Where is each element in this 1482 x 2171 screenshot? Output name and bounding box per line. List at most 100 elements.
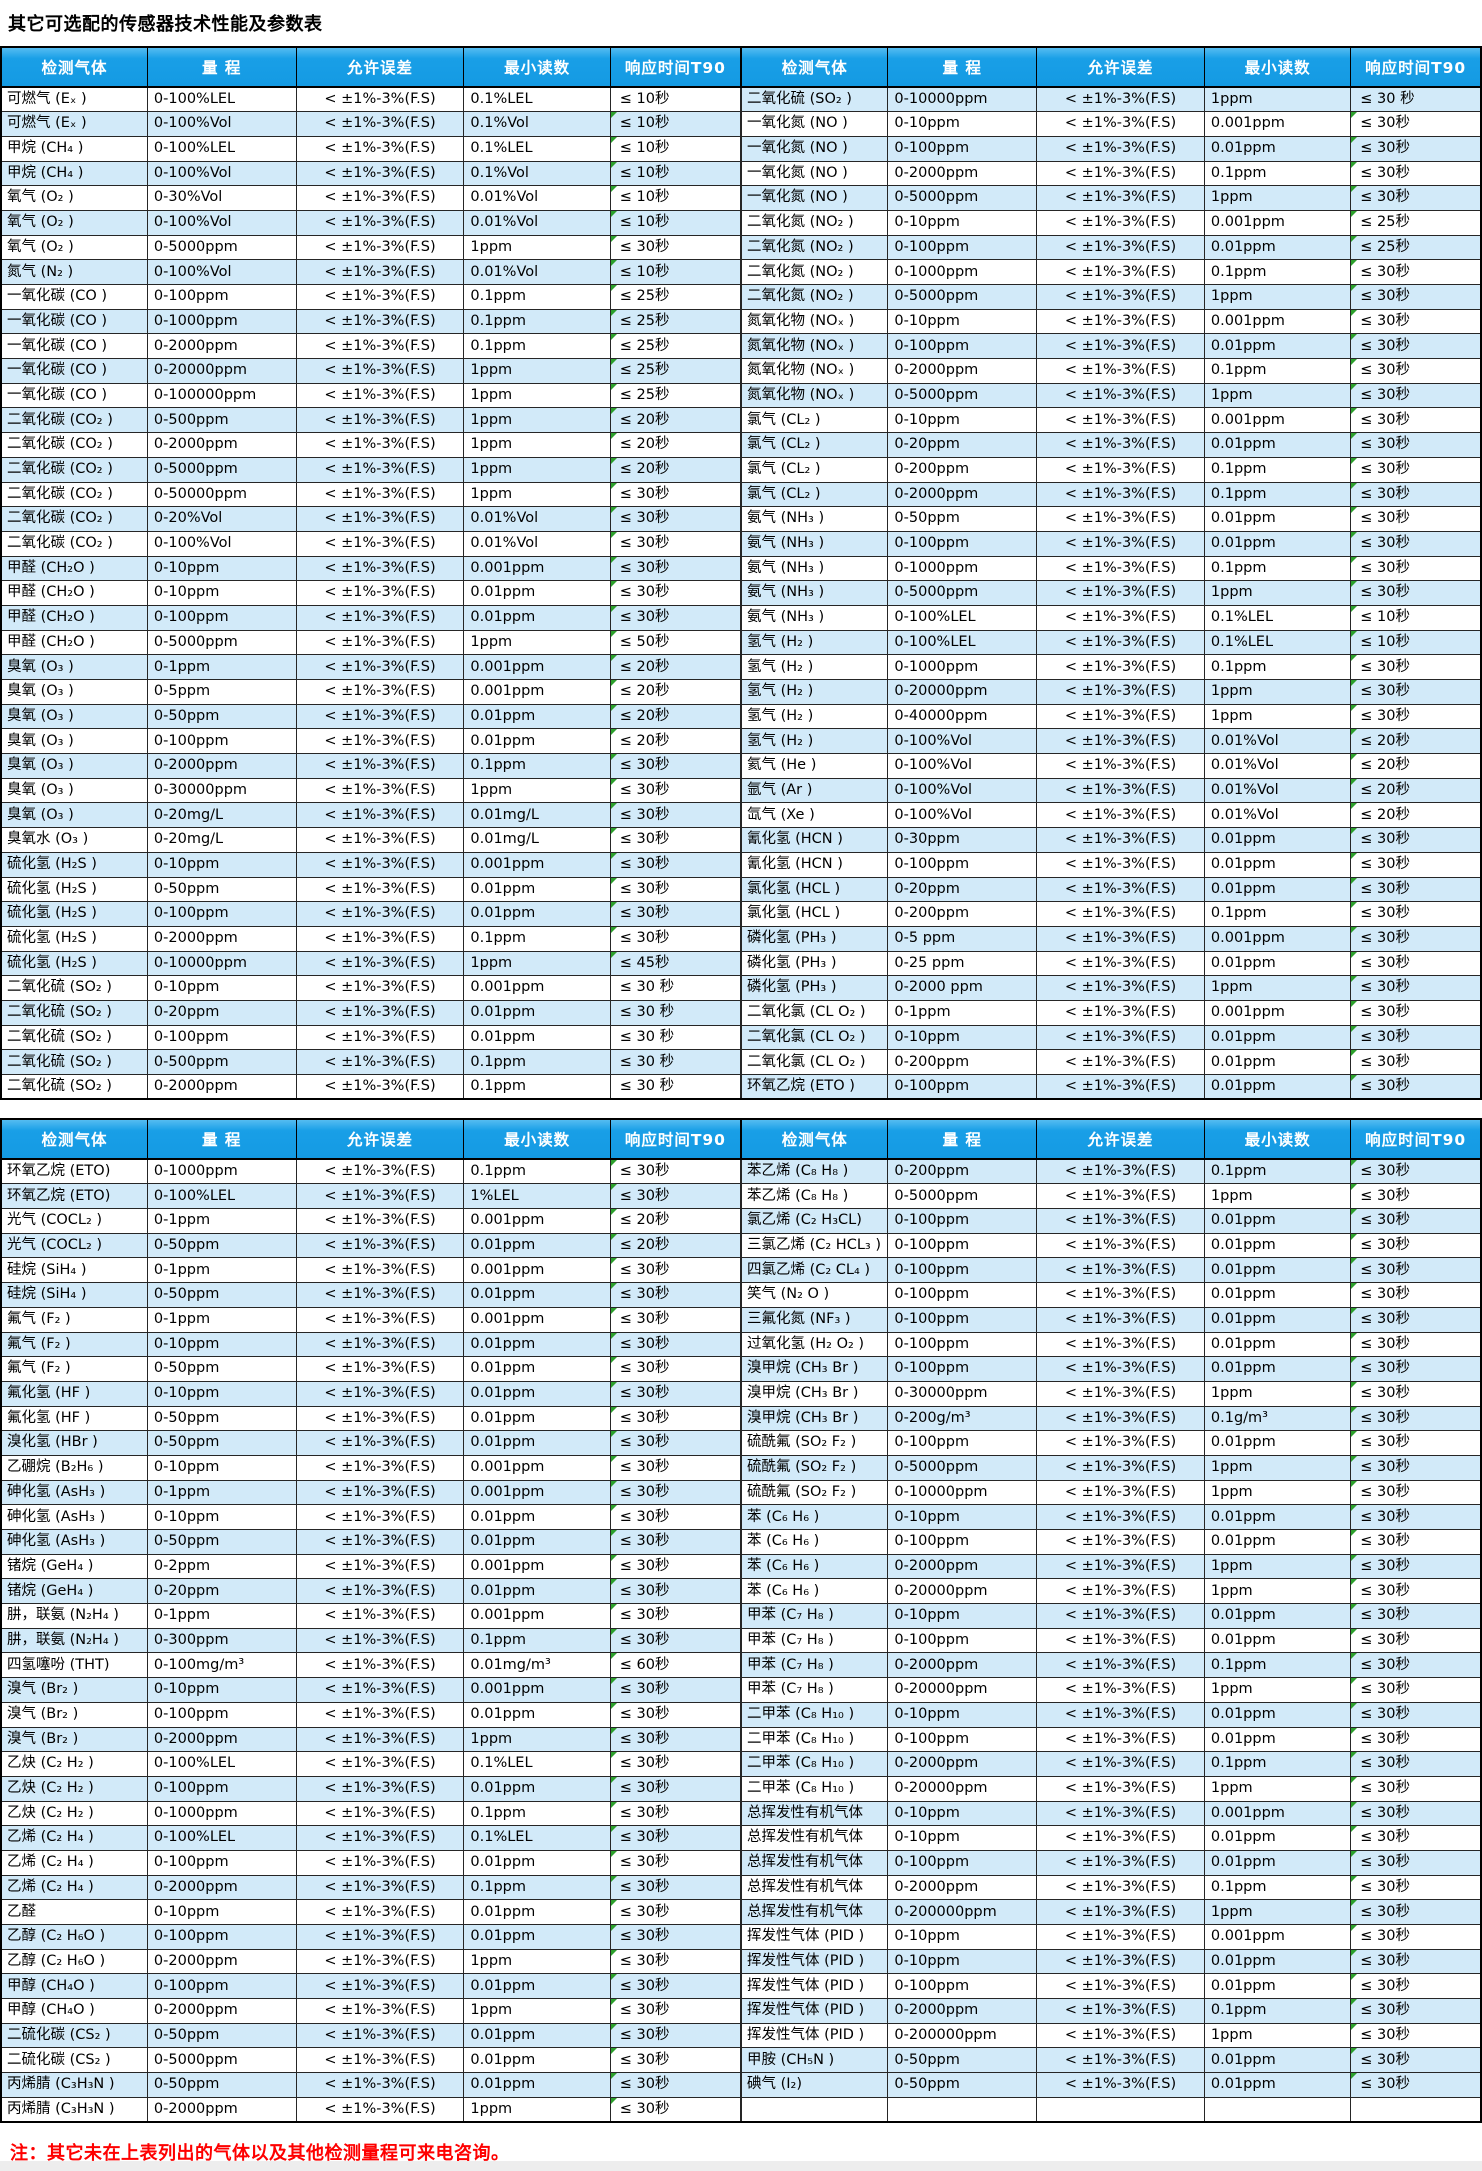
- cell-comment-marker-icon: [611, 310, 617, 316]
- cell-comment-marker-icon: [1351, 1160, 1358, 1167]
- range-cell: 0-2000ppm: [146, 1074, 297, 1100]
- response-time-cell: ≤ 10秒: [609, 135, 742, 162]
- range-cell: 0-10ppm: [146, 1380, 297, 1407]
- range-cell: 0-2000ppm: [146, 1726, 297, 1753]
- cell-comment-marker-icon: [611, 952, 617, 958]
- min-reading-cell: 0.01ppm: [1203, 827, 1352, 853]
- cell-comment-marker-icon: [611, 1357, 617, 1364]
- table-row: 氯化氢 (HCL ) 0-20ppm < ±1%-3%(F.S) 0.01ppm ≤ 3…: [740, 876, 1482, 903]
- min-reading-cell: 0.1%LEL: [463, 135, 611, 162]
- allowed-error-cell: < ±1%-3%(F.S): [295, 1899, 465, 1925]
- allowed-error-cell: < ±1%-3%(F.S): [295, 407, 465, 434]
- table-row: 肼，联氨 (N₂H₄ ) 0-1ppm < ±1%-3%(F.S) 0.001ppm ≤…: [0, 1603, 742, 1629]
- allowed-error-cell: < ±1%-3%(F.S): [295, 1049, 465, 1075]
- table-row: 氮气 (N₂ ) 0-100%Vol < ±1%-3%(F.S) 0.01%Vol ≤ …: [0, 259, 742, 285]
- gas-name-cell: 氯气 (CL₂ ): [740, 456, 889, 483]
- cell-comment-marker-icon: [1351, 1407, 1358, 1413]
- allowed-error-cell: < ±1%-3%(F.S): [1036, 999, 1205, 1026]
- range-cell: 0-200ppm: [887, 901, 1038, 927]
- allowed-error-cell: < ±1%-3%(F.S): [295, 1331, 465, 1358]
- table-row: 挥发性气体 (PID ) 0-100ppm < ±1%-3%(F.S) 0.01ppm…: [740, 1973, 1482, 2000]
- gas-name-cell: 三氟化氮 (NF₃ ): [740, 1306, 889, 1333]
- response-time-cell: ≤ 30秒: [1350, 1529, 1482, 1555]
- allowed-error-cell: < ±1%-3%(F.S): [1036, 1282, 1205, 1308]
- min-reading-cell: 0.001ppm: [463, 851, 611, 878]
- response-time-cell: ≤ 30秒: [1350, 1074, 1482, 1100]
- range-cell: 0-10000ppm: [887, 86, 1038, 113]
- min-reading-cell: 0.01%Vol: [463, 530, 611, 557]
- range-cell: 0-10ppm: [146, 555, 297, 582]
- table-row: 二甲苯 (C₈ H₁₀ ) 0-10ppm < ±1%-3%(F.S) 0.01ppm…: [740, 1701, 1482, 1728]
- min-reading-cell: 0.01ppm: [1203, 1208, 1352, 1234]
- allowed-error-cell: < ±1%-3%(F.S): [295, 1775, 465, 1802]
- response-time-cell: ≤ 30秒: [609, 1726, 742, 1753]
- table-row: 丙烯腈 (C₃H₃N ) 0-50ppm < ±1%-3%(F.S) 0.01ppm ≤…: [0, 2072, 742, 2098]
- cell-comment-marker-icon: [1351, 1456, 1358, 1462]
- cell-comment-marker-icon: [1351, 137, 1358, 143]
- allowed-error-cell: < ±1%-3%(F.S): [295, 1232, 465, 1259]
- gas-name-cell: 硫化氢 (H₂S ): [0, 950, 148, 977]
- allowed-error-cell: < ±1%-3%(F.S): [1036, 1529, 1205, 1555]
- range-cell: 0-100%Vol: [146, 160, 297, 187]
- table-row: 氨气 (NH₃ ) 0-1000ppm < ±1%-3%(F.S) 0.1ppm ≤ 3…: [740, 555, 1482, 582]
- range-cell: 0-2000ppm: [887, 160, 1038, 187]
- table-row: 氧气 (O₂ ) 0-5000ppm < ±1%-3%(F.S) 1ppm ≤ 30秒: [0, 234, 742, 261]
- allowed-error-cell: < ±1%-3%(F.S): [1036, 827, 1205, 853]
- cell-comment-marker-icon: [611, 1579, 617, 1586]
- range-cell: 0-2000ppm: [146, 432, 297, 458]
- response-time-cell: ≤ 30秒: [609, 555, 742, 582]
- gas-name-cell: 乙烯 (C₂ H₄ ): [0, 1849, 148, 1876]
- cell-comment-marker-icon: [611, 384, 617, 390]
- allowed-error-cell: < ±1%-3%(F.S): [1036, 876, 1205, 903]
- range-cell: 0-200000ppm: [887, 1899, 1038, 1925]
- range-cell: 0-100ppm: [146, 1775, 297, 1802]
- response-time-cell: ≤ 25秒: [1350, 209, 1482, 236]
- gas-name-cell: 乙炔 (C₂ H₂ ): [0, 1751, 148, 1777]
- range-cell: 0-10ppm: [146, 1899, 297, 1925]
- range-cell: 0-30000ppm: [887, 1380, 1038, 1407]
- response-time-cell: ≤ 30秒: [1350, 703, 1482, 730]
- cell-comment-marker-icon: [611, 1974, 617, 1981]
- range-cell: 0-100%LEL: [146, 1825, 297, 1851]
- min-reading-cell: 0.01ppm: [1203, 1603, 1352, 1629]
- gas-name-cell: 溴气 (Br₂ ): [0, 1677, 148, 1703]
- allowed-error-cell: < ±1%-3%(F.S): [295, 358, 465, 384]
- range-cell: 0-1000ppm: [887, 654, 1038, 680]
- min-reading-cell: 0.01ppm: [1203, 135, 1352, 162]
- gas-name-cell: 碘气 (I₂): [740, 2072, 889, 2098]
- gas-name-cell: 氯化氢 (HCL ): [740, 876, 889, 903]
- range-cell: 0-5000ppm: [146, 2047, 297, 2074]
- cell-comment-marker-icon: [1351, 655, 1358, 662]
- range-cell: 0-100%LEL: [146, 1183, 297, 1210]
- min-reading-cell: 0.01ppm: [463, 604, 611, 631]
- gas-name-cell: 甲醛 (CH₂O ): [0, 629, 148, 656]
- allowed-error-cell: < ±1%-3%(F.S): [295, 1074, 465, 1100]
- gas-name-cell: 氯化氢 (HCL ): [740, 901, 889, 927]
- response-time-cell: ≤ 30秒: [1350, 2022, 1482, 2049]
- response-time-cell: ≤ 30秒: [609, 876, 742, 903]
- allowed-error-cell: < ±1%-3%(F.S): [1036, 2047, 1205, 2074]
- min-reading-cell: 1ppm: [463, 629, 611, 656]
- gas-name-cell: 挥发性气体 (PID ): [740, 1924, 889, 1950]
- response-time-cell: ≤ 30秒: [1350, 1701, 1482, 1728]
- table-row: 乙硼烷 (B₂H₆ ) 0-10ppm < ±1%-3%(F.S) 0.001ppm ≤…: [0, 1454, 742, 1481]
- gas-name-cell: 二氧化氯 (CL O₂ ): [740, 999, 889, 1026]
- allowed-error-cell: < ±1%-3%(F.S): [295, 1603, 465, 1629]
- cell-comment-marker-icon: [1351, 1209, 1358, 1216]
- cell-comment-marker-icon: [611, 557, 617, 563]
- table-row: 硫化氢 (H₂S ) 0-100ppm < ±1%-3%(F.S) 0.01ppm ≤ …: [0, 901, 742, 927]
- cell-comment-marker-icon: [611, 1653, 617, 1660]
- range-cell: 0-100ppm: [887, 234, 1038, 261]
- response-time-cell: ≤ 30秒: [1350, 1825, 1482, 1851]
- table-row: 氯气 (CL₂ ) 0-10ppm < ±1%-3%(F.S) 0.001ppm ≤ 3…: [740, 407, 1482, 434]
- range-cell: 0-50ppm: [146, 1430, 297, 1456]
- cell-comment-marker-icon: [611, 1283, 617, 1290]
- response-time-cell: ≤ 30秒: [609, 1504, 742, 1530]
- cell-comment-marker-icon: [611, 532, 617, 538]
- cell-comment-marker-icon: [611, 803, 617, 810]
- gas-name-cell: 光气 (COCL₂ ): [0, 1208, 148, 1234]
- range-cell: 0-10000ppm: [146, 950, 297, 977]
- response-time-cell: ≤ 30秒: [1350, 135, 1482, 162]
- response-time-cell: ≤ 30秒: [609, 1405, 742, 1432]
- cell-comment-marker-icon: [1351, 1629, 1358, 1635]
